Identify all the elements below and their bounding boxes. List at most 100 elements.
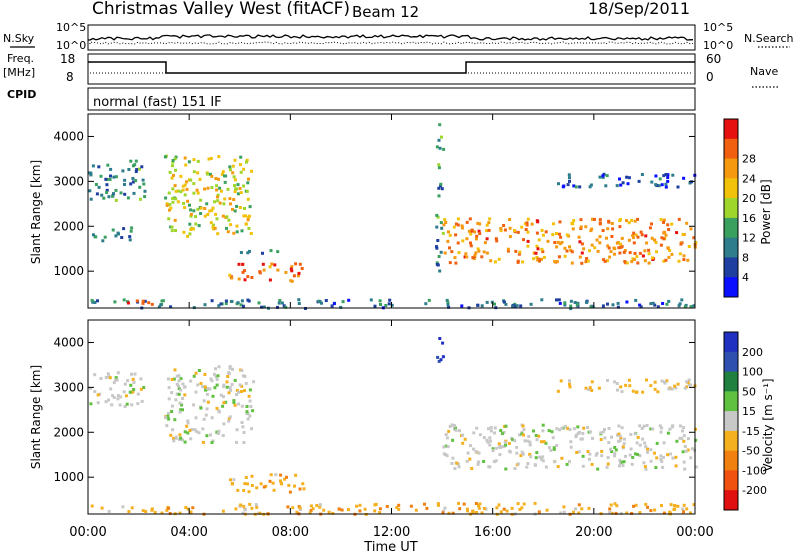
velocity-cell — [649, 384, 653, 388]
velocity-cell — [504, 443, 508, 447]
power-cell — [196, 171, 200, 175]
power-cell — [238, 206, 242, 209]
velocity-cell — [642, 424, 646, 428]
velocity-cell — [132, 381, 136, 385]
power-cell — [637, 179, 641, 183]
velocity-cell — [513, 467, 517, 470]
velocity-cell — [482, 436, 486, 440]
power-cell — [347, 298, 351, 302]
power-cell — [173, 157, 177, 161]
velocity-cell — [535, 451, 539, 455]
power-cell — [448, 233, 452, 237]
velocity-cell — [689, 456, 693, 460]
velocity-cell — [179, 377, 183, 381]
velocity-cell — [255, 505, 259, 509]
velocity-cell — [682, 460, 686, 464]
power-cell — [231, 207, 234, 211]
power-cell — [212, 223, 215, 227]
power-cell — [216, 193, 220, 197]
velocity-cell — [112, 396, 116, 399]
velocity-cell — [222, 422, 226, 426]
velocity-cell — [683, 467, 687, 471]
beam-label: Beam 12 — [352, 3, 419, 21]
velocity-cell — [656, 390, 660, 394]
power-cell — [662, 237, 666, 241]
velocity-cell — [228, 366, 232, 370]
power-cell — [142, 182, 146, 186]
velocity-cell — [250, 474, 254, 478]
velocity-colorbar-tick: 50 — [742, 385, 756, 398]
velocity-cell — [171, 404, 174, 408]
velocity-cell — [521, 452, 525, 456]
power-cell — [681, 233, 685, 236]
power-cell — [464, 252, 468, 256]
power-cell — [439, 184, 442, 188]
velocity-cell — [468, 457, 472, 461]
velocity-cell — [177, 374, 181, 378]
velocity-cell — [666, 431, 670, 435]
velocity-cell — [482, 460, 486, 463]
velocity-cell — [520, 432, 524, 436]
velocity-cell — [655, 441, 659, 445]
power-cell — [579, 225, 583, 229]
velocity-cell — [240, 384, 244, 388]
velocity-cell — [248, 502, 252, 506]
velocity-cell — [534, 456, 538, 460]
power-cell — [369, 298, 373, 302]
power-cell — [566, 183, 570, 187]
velocity-cell — [178, 433, 182, 437]
power-cell — [676, 185, 680, 189]
velocity-cell — [225, 380, 229, 384]
power-cell — [555, 245, 559, 249]
power-cell — [656, 305, 660, 309]
velocity-cell — [663, 381, 667, 385]
velocity-cell — [674, 386, 678, 390]
power-cell — [107, 195, 111, 199]
power-cell — [246, 216, 250, 220]
power-cell — [199, 198, 203, 202]
power-cell — [181, 188, 185, 192]
velocity-cell — [577, 431, 581, 434]
power-cell — [192, 182, 196, 186]
velocity-cell — [495, 446, 499, 450]
velocity-cell — [608, 507, 612, 511]
power-cell — [524, 228, 528, 231]
power-cell — [517, 252, 521, 256]
power-cell — [441, 231, 445, 235]
velocity-cell — [628, 453, 632, 457]
velocity-cell — [153, 510, 157, 514]
velocity-cell — [90, 504, 94, 508]
velocity-cell — [96, 401, 100, 405]
power-cell — [268, 278, 272, 282]
power-cell — [639, 230, 643, 234]
power-cell — [616, 301, 620, 305]
velocity-cell — [119, 395, 123, 399]
power-cell — [623, 249, 627, 252]
velocity-cell — [581, 454, 585, 458]
velocity-cell — [522, 428, 526, 431]
velocity-cell — [409, 504, 413, 508]
power-cell — [596, 249, 600, 253]
velocity-cell — [683, 386, 687, 390]
velocity-cell — [537, 510, 541, 514]
power-cell — [164, 196, 168, 200]
power-cell — [297, 298, 301, 302]
power-cell — [225, 215, 229, 219]
velocity-cell — [515, 451, 519, 455]
velocity-cell — [173, 418, 177, 422]
velocity-cell — [448, 425, 452, 428]
velocity-cell — [170, 378, 174, 381]
velocity-cell — [172, 377, 176, 381]
velocity-cell — [588, 452, 592, 456]
power-cell — [651, 301, 655, 305]
power-cell — [111, 194, 115, 198]
power-cell — [237, 277, 241, 281]
velocity-cell — [167, 397, 171, 401]
power-cell — [625, 261, 629, 265]
velocity-cell — [472, 431, 476, 435]
velocity-cell — [621, 445, 625, 449]
velocity-cell — [613, 446, 617, 449]
velocity-cell — [632, 504, 636, 508]
velocity-cell — [183, 393, 187, 397]
velocity-cell — [497, 442, 501, 446]
